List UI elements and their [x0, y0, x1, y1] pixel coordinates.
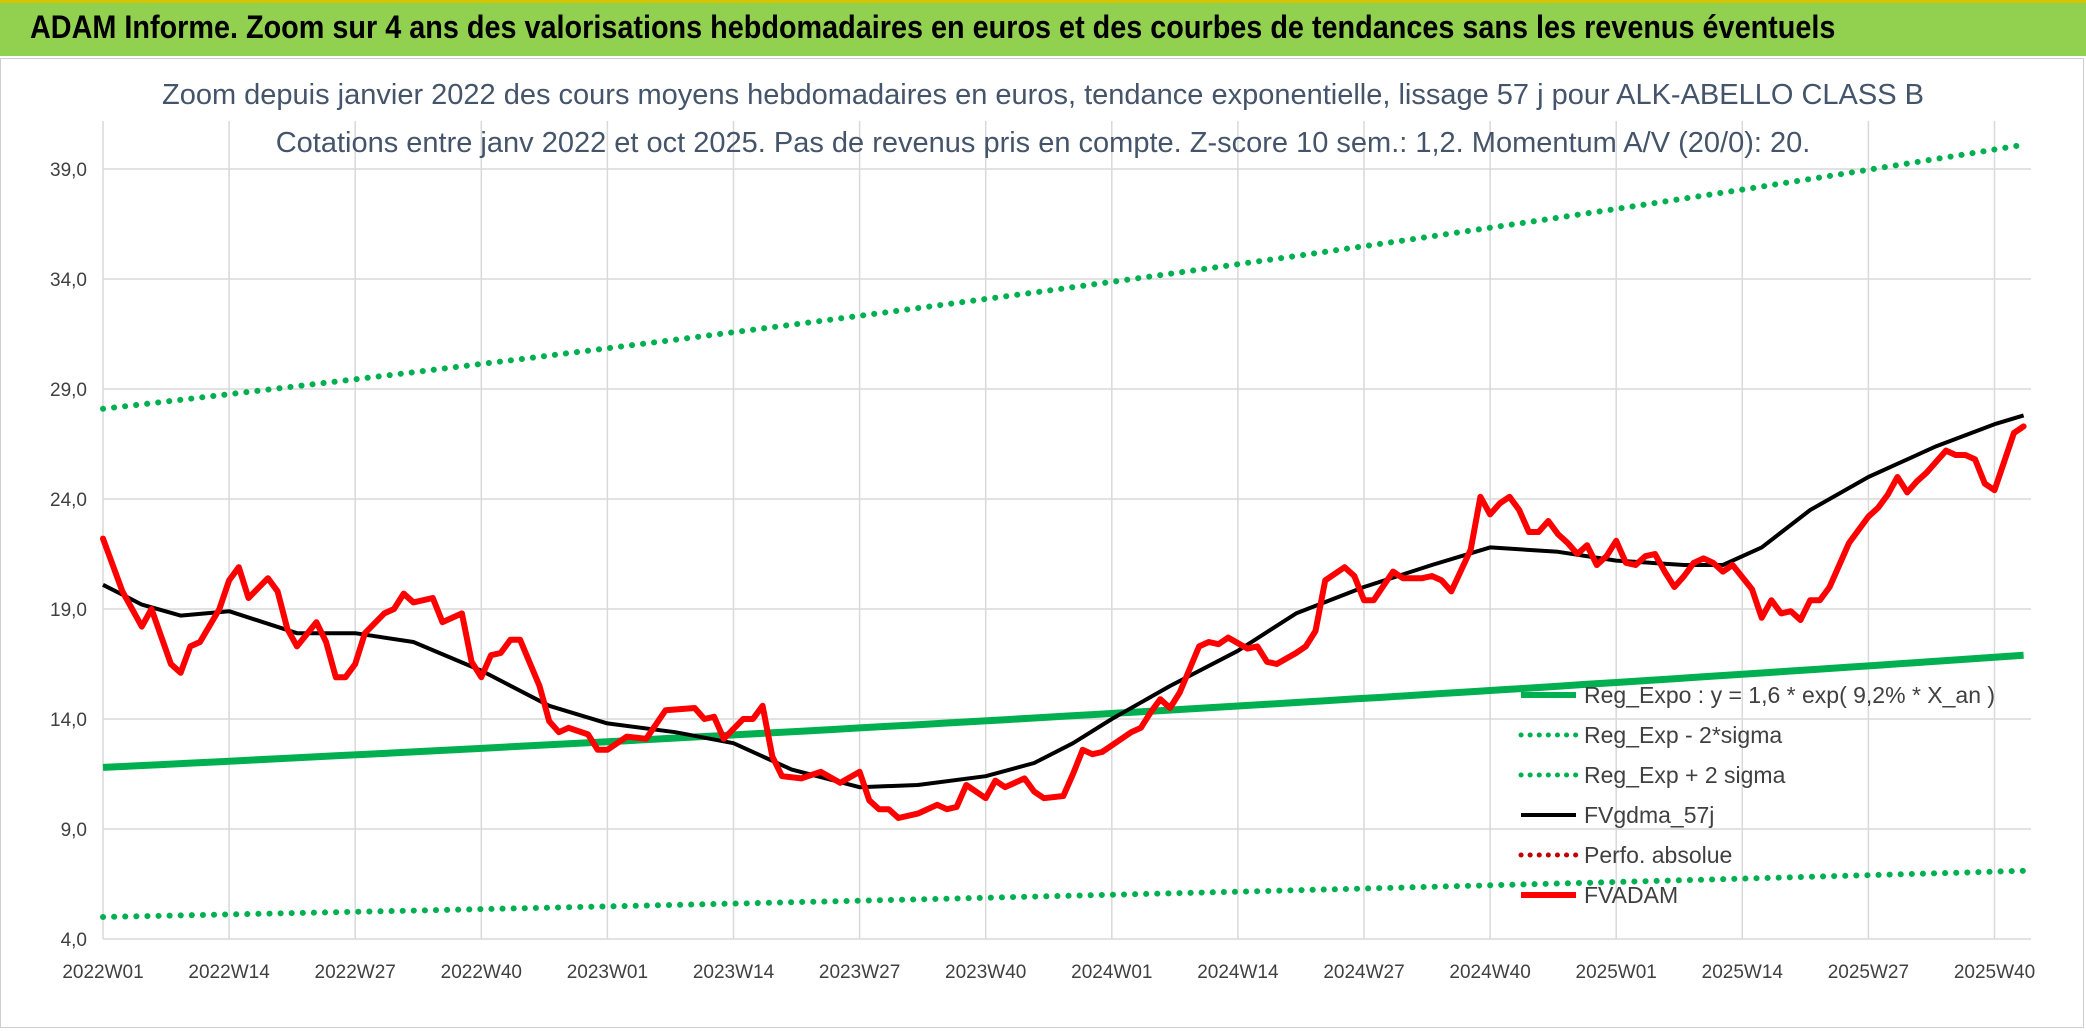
legend-label: Reg_Exp - 2*sigma [1584, 722, 1782, 748]
x-tick-label: 2023W40 [945, 962, 1026, 983]
y-tick-label: 4,0 [61, 930, 87, 951]
x-tick-label: 2025W27 [1828, 962, 1909, 983]
legend-label: Reg_Expo : y = 1,6 * exp( 9,2% * X_an ) [1584, 682, 1995, 708]
x-tick-label: 2022W14 [188, 962, 270, 983]
x-tick-label: 2023W27 [819, 962, 900, 983]
y-tick-label: 9,0 [61, 820, 87, 841]
report-banner: ADAM Informe. Zoom sur 4 ans des valoris… [0, 0, 2086, 56]
series-reg-expo [102, 651, 2024, 771]
y-tick-label: 29,0 [50, 380, 87, 401]
series-fvgdma-57j [102, 413, 2025, 790]
axis-labels: 4,0 9,0 14,0 19,0 24,0 29,0 34,0 39,0 2022W01 202… [50, 160, 2035, 983]
legend-label: Reg_Exp + 2 sigma [1584, 762, 1786, 788]
report-title: ADAM Informe. Zoom sur 4 ans des valoris… [30, 9, 1836, 45]
series-fvadam [100, 423, 2027, 821]
chart-frame: 4,0 9,0 14,0 19,0 24,0 29,0 34,0 39,0 2022W01 202… [0, 58, 2084, 1028]
x-tick-label: 2022W40 [441, 962, 522, 983]
x-tick-label: 2023W14 [693, 962, 775, 983]
chart-title-line-2: Cotations entre janv 2022 et oct 2025. P… [276, 127, 1811, 159]
x-tick-label: 2024W40 [1449, 962, 1530, 983]
trend-chart: 4,0 9,0 14,0 19,0 24,0 29,0 34,0 39,0 2022W01 202… [50, 79, 2035, 983]
y-tick-label: 14,0 [50, 710, 87, 731]
x-tick-label: 2025W40 [1954, 962, 2035, 983]
legend: Reg_Expo : y = 1,6 * exp( 9,2% * X_an ) R… [1518, 682, 1995, 908]
chart-title-line-1: Zoom depuis janvier 2022 des cours moyen… [162, 79, 1924, 111]
y-tick-label: 34,0 [50, 270, 87, 291]
x-tick-label: 2024W27 [1323, 962, 1404, 983]
x-tick-label: 2025W14 [1702, 962, 1784, 983]
x-tick-label: 2023W01 [567, 962, 648, 983]
series-layer [100, 141, 2027, 920]
legend-label: Perfo. absolue [1584, 842, 1732, 868]
gridlines [102, 121, 2031, 940]
series-reg-exp-plus-2-sigma [100, 141, 2027, 412]
y-tick-label: 19,0 [50, 600, 87, 621]
y-tick-label: 24,0 [50, 490, 87, 511]
y-tick-label: 39,0 [50, 160, 87, 181]
series-reg-exp-minus-2-sigma [100, 867, 2027, 920]
x-tick-label: 2022W27 [315, 962, 396, 983]
x-tick-label: 2024W14 [1197, 962, 1279, 983]
legend-label: FVgdma_57j [1584, 802, 1714, 828]
x-tick-label: 2022W01 [62, 962, 143, 983]
x-tick-label: 2024W01 [1071, 962, 1152, 983]
legend-label: FVADAM [1584, 882, 1678, 908]
x-tick-label: 2025W01 [1576, 962, 1657, 983]
